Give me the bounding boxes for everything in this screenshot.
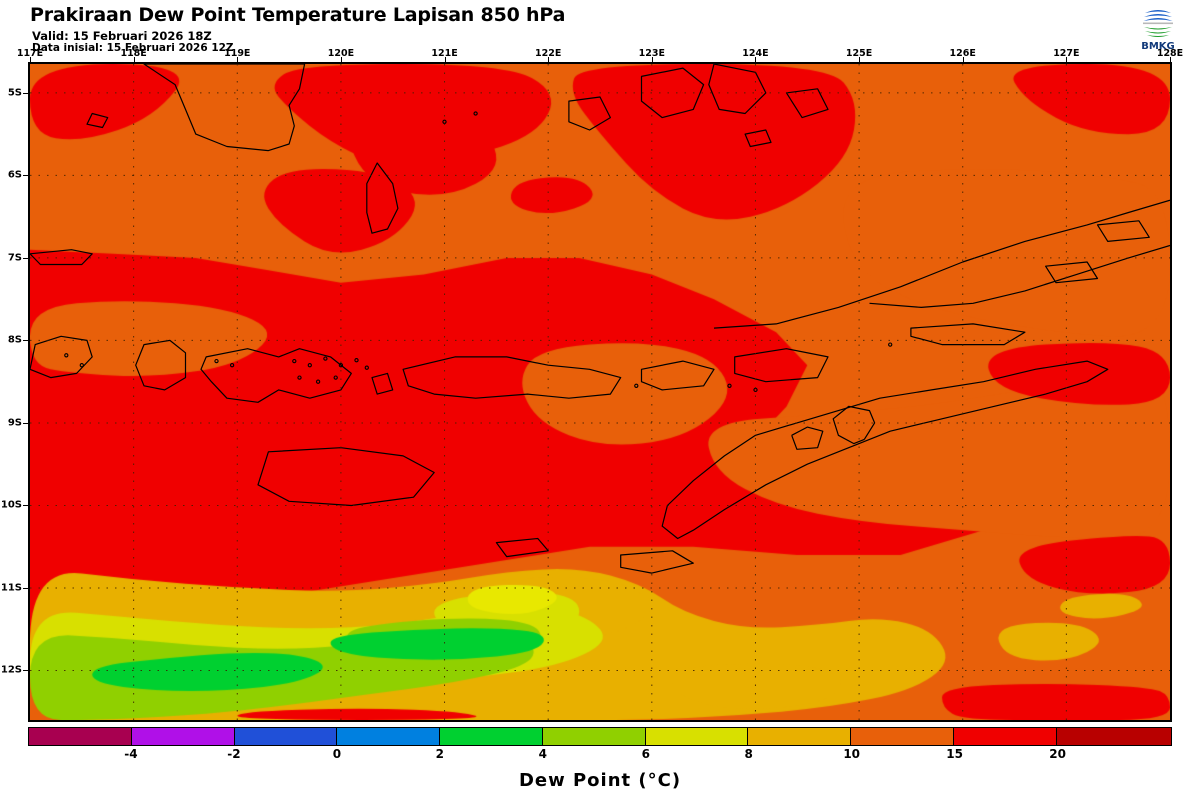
colorbar-segment[interactable] — [1056, 728, 1171, 745]
lon-tick-mark — [340, 57, 342, 62]
lon-tick-mark — [444, 57, 446, 62]
valid-time-label: Valid: 15 Februari 2026 18Z — [32, 29, 212, 43]
lat-tick-label: 11S — [0, 582, 22, 594]
lat-tick-mark — [23, 340, 28, 342]
colorbar-segment[interactable] — [542, 728, 646, 745]
lon-tick-mark — [133, 57, 135, 62]
colorbar-segment[interactable] — [234, 728, 338, 745]
colorbar-tick-label: -2 — [227, 747, 241, 761]
lon-tick-mark — [651, 57, 653, 62]
header: Prakiraan Dew Point Temperature Lapisan … — [0, 0, 1200, 62]
colorbar-segment[interactable] — [440, 728, 543, 745]
colorbar[interactable]: -4 -2 0 2 4 6 8 10 15 20 — [28, 727, 1172, 761]
colorbar-tick-label: 8 — [744, 747, 753, 761]
lat-tick-mark — [23, 92, 28, 94]
colorbar-segment[interactable] — [748, 728, 852, 745]
colorbar-tick-label: 20 — [1049, 747, 1066, 761]
lat-tick-mark — [23, 175, 28, 177]
lat-tick-mark — [23, 422, 28, 424]
lon-tick-label: 121E — [431, 48, 458, 59]
lat-tick-label: 9S — [7, 417, 22, 429]
lon-tick-mark — [1170, 57, 1171, 62]
colorbar-segment[interactable] — [645, 728, 749, 745]
lat-tick-label: 5S — [7, 87, 22, 99]
gridline-overlay — [30, 64, 1170, 720]
lon-tick-label: 118E — [120, 48, 147, 59]
lon-tick-label: 122E — [535, 48, 562, 59]
lat-tick-label: 8S — [7, 334, 22, 346]
initial-data-label: Data inisial: 15 Februari 2026 12Z — [32, 42, 234, 54]
colorbar-title: Dew Point (°C) — [518, 770, 682, 791]
lat-tick-mark — [23, 505, 28, 507]
colorbar-segment[interactable] — [131, 728, 235, 745]
lon-tick-label: 120E — [327, 48, 355, 59]
lon-tick-mark — [962, 57, 964, 62]
lat-tick-label: 6S — [7, 169, 22, 181]
colorbar-tick-label: 15 — [946, 747, 963, 761]
lon-tick-label: 127E — [1053, 48, 1080, 59]
lat-tick-label: 12S — [0, 664, 22, 676]
lon-tick-label: 123E — [638, 48, 665, 59]
colorbar-tick-label: 10 — [843, 747, 861, 761]
lon-tick-label: 125E — [845, 48, 873, 59]
lon-tick-mark — [1066, 57, 1068, 62]
lon-tick-mark — [755, 57, 757, 62]
colorbar-segment[interactable] — [953, 728, 1057, 745]
dewpoint-contour-field — [30, 64, 1170, 720]
bmkg-globe-icon — [1143, 5, 1173, 39]
lon-tick-label: 117E — [16, 48, 44, 59]
lat-tick-label: 7S — [7, 252, 22, 264]
colorbar-tick-label: 2 — [435, 747, 445, 761]
colorbar-tick-label: 4 — [538, 747, 547, 761]
lat-tick-mark — [23, 587, 28, 589]
colorbar-segment[interactable] — [851, 728, 954, 745]
lat-tick-mark — [23, 257, 28, 259]
colorbar-tick-label: 6 — [641, 747, 650, 761]
lat-tick-mark — [23, 670, 28, 672]
page-title: Prakiraan Dew Point Temperature Lapisan … — [30, 4, 566, 26]
colorbar-tick-label: -4 — [124, 747, 138, 761]
bmkg-logo-label: BMKG — [1141, 41, 1175, 52]
lon-tick-mark — [237, 57, 239, 62]
colorbar-segment[interactable] — [29, 728, 132, 745]
colorbar-segment[interactable] — [337, 728, 441, 745]
lat-tick-label: 10S — [0, 499, 22, 511]
colorbar-strip[interactable] — [28, 727, 1172, 746]
colorbar-tick-label: 0 — [332, 747, 342, 761]
map-plot[interactable]: Sumber Data: WRF - CIPS BMKG Pusat Meteo… — [28, 62, 1172, 722]
lon-tick-label: 126E — [949, 48, 976, 59]
coastline-overlay — [30, 64, 1170, 574]
bmkg-logo: BMKG — [1130, 4, 1186, 56]
lon-tick-label: 124E — [742, 48, 769, 59]
lon-tick-label: 128E — [1156, 48, 1184, 59]
lon-tick-label: 119E — [224, 48, 251, 59]
lon-tick-mark — [859, 57, 861, 62]
lon-tick-mark — [30, 57, 31, 62]
lon-tick-mark — [548, 57, 550, 62]
